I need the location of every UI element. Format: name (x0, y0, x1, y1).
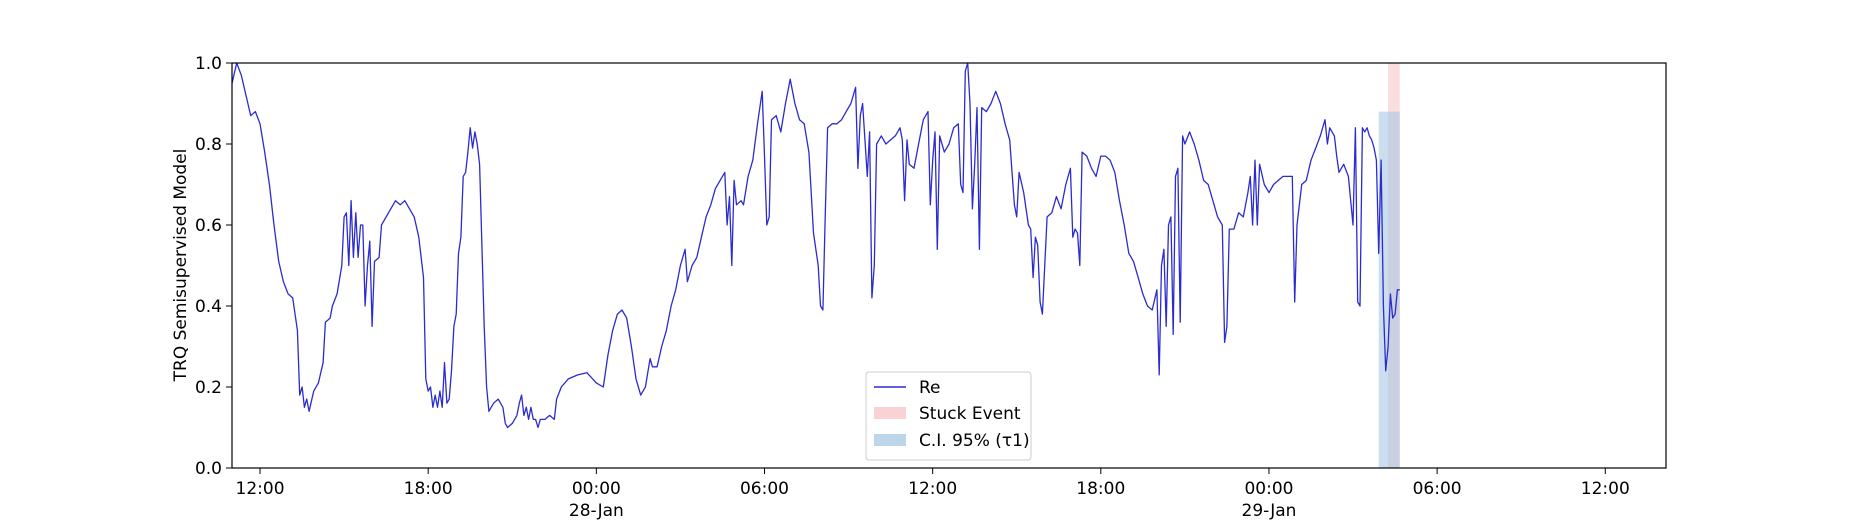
x-tick-label: 12:00 (1581, 479, 1630, 499)
x-tick-label: 18:00 (1076, 479, 1125, 499)
y-tick-label: 0.2 (195, 378, 222, 398)
x-axis-ticks: 12:0018:0000:0028-Jan199906:0012:0018:00… (236, 468, 1630, 525)
x-tick-label: 00:00 (572, 479, 621, 499)
y-tick-label: 0.4 (195, 297, 222, 317)
y-axis-label: TRQ Semisupervised Model (171, 149, 191, 383)
x-tick-label: 06:00 (740, 479, 789, 499)
y-axis-ticks: 0.0 0.2 0.4 0.6 0.8 1.0 (195, 54, 232, 479)
x-tick-label: 00:00 (1244, 479, 1293, 499)
y-tick-label: 0.6 (195, 216, 222, 236)
legend-box (865, 371, 1032, 461)
plot-frame (231, 62, 1667, 469)
x-tick-date-label: 29-Jan (1242, 501, 1297, 521)
series-lines (231, 62, 1400, 429)
y-tick-label: 1.0 (195, 54, 222, 74)
x-tick-date-label: 28-Jan (569, 501, 624, 521)
x-tick-label: 06:00 (1413, 479, 1462, 499)
x-tick-label: 18:00 (404, 479, 453, 499)
x-tick-label: 12:00 (908, 479, 957, 499)
shaded-regions (1378, 63, 1400, 468)
x-tick-label: 12:00 (236, 479, 285, 499)
legend-label-re: Re (919, 378, 941, 398)
y-tick-label: 0.0 (195, 459, 222, 479)
legend: Re Stuck Event C.I. 95% (τ1) (865, 371, 1032, 461)
legend-swatch-stuck-event (874, 407, 906, 419)
y-tick-label: 0.8 (195, 135, 222, 155)
legend-label-ci: C.I. 95% (τ1) (919, 431, 1030, 451)
series-line-re (231, 62, 1400, 429)
region-confidence-interval (1378, 111, 1400, 468)
legend-label-stuck-event: Stuck Event (919, 404, 1021, 424)
legend-swatch-ci (874, 434, 906, 446)
x-tick-year-label: 1999 (575, 523, 618, 525)
